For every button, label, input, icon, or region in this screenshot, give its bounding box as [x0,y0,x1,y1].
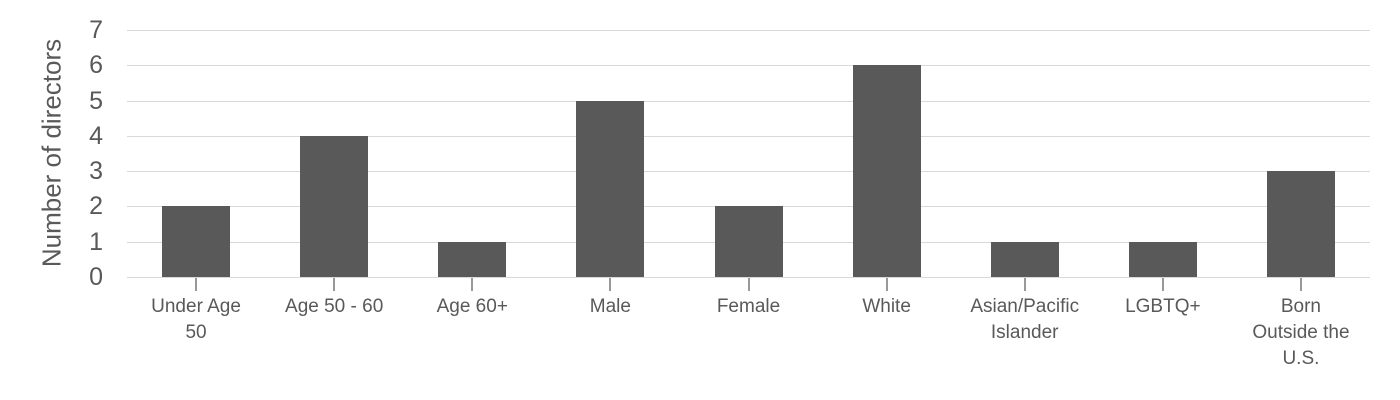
x-tick-mark [195,278,198,291]
x-tick-label: LGBTQ+ [1125,296,1201,317]
y-axis-tick-labels: 0 1 2 3 4 5 6 7 [0,16,103,291]
plot-area [127,30,1370,278]
x-tick-mark [1023,278,1026,291]
gridline-y3 [127,171,1370,173]
x-tick-mark [1161,278,1164,291]
x-tick-label: Age 60+ [436,296,508,317]
x-tick-mark [1299,278,1302,291]
gridline-y4 [127,135,1370,137]
gridline-y6 [127,65,1370,67]
gridline-y5 [127,100,1370,102]
bar [852,65,921,277]
x-tick-label: Age 50 - 60 [285,296,384,317]
x-tick-mark [471,278,474,291]
y-tick-label-7: 7 [89,16,103,44]
x-tick-mark [885,278,888,291]
x-tick-label: Born Outside the U.S. [1252,296,1350,369]
bar [438,241,507,277]
bar [300,135,369,277]
bar [990,241,1059,277]
bar [576,100,645,277]
bar [1128,241,1197,277]
bar [162,206,231,277]
x-tick-label: Under Age 50 [151,296,241,343]
y-tick-label-4: 4 [89,121,103,150]
bar [1266,171,1335,277]
gridline-y7 [127,30,1370,31]
y-tick-label-5: 5 [89,86,103,115]
x-tick-label: White [862,296,911,317]
y-tick-label-6: 6 [89,51,103,80]
y-tick-label-3: 3 [89,157,103,186]
x-tick-mark [747,278,750,291]
bar [714,206,783,277]
x-tick-mark [609,278,612,291]
x-tick-mark [333,278,336,291]
y-tick-label-1: 1 [89,227,103,256]
x-tick-label: Asian/Pacific Islander [970,296,1080,343]
y-tick-label-2: 2 [89,192,103,221]
gridline-y0 [127,277,1370,278]
x-tick-label: Female [716,296,781,317]
x-tick-label: Male [589,296,631,317]
y-tick-label-0: 0 [89,263,103,291]
